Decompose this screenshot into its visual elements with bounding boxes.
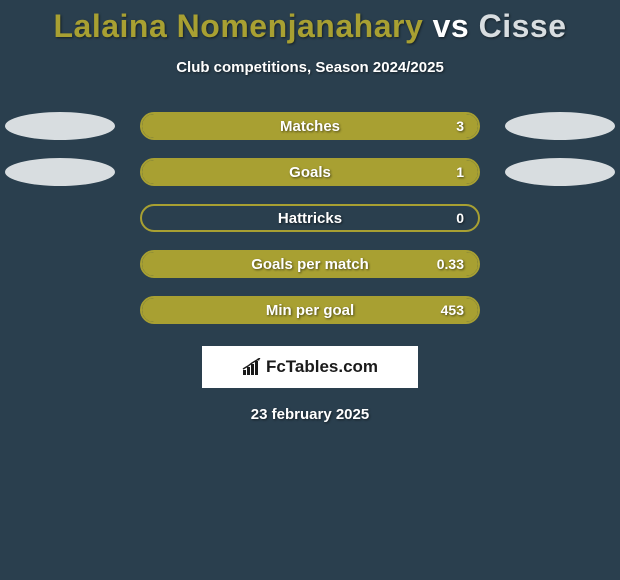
stat-row: Matches3 — [0, 112, 620, 140]
date: 23 february 2025 — [0, 406, 620, 423]
stat-value: 3 — [456, 114, 464, 138]
stat-label: Goals per match — [142, 252, 478, 276]
title-player1: Lalaina Nomenjanahary — [54, 8, 424, 44]
stat-bar: Matches3 — [140, 112, 480, 140]
stat-value: 453 — [441, 298, 464, 322]
stats-rows: Matches3Goals1Hattricks0Goals per match0… — [0, 112, 620, 324]
stat-row: Hattricks0 — [0, 204, 620, 232]
ellipse-left — [5, 158, 115, 186]
stat-value: 1 — [456, 160, 464, 184]
stat-value: 0.33 — [437, 252, 464, 276]
title-player2: Cisse — [479, 8, 567, 44]
stat-bar: Hattricks0 — [140, 204, 480, 232]
subtitle: Club competitions, Season 2024/2025 — [0, 59, 620, 76]
stat-label: Min per goal — [142, 298, 478, 322]
stat-label: Hattricks — [142, 206, 478, 230]
stat-bar: Goals1 — [140, 158, 480, 186]
brand-box: FcTables.com — [202, 346, 418, 388]
bars-growth-icon — [242, 358, 262, 376]
stat-row: Goals per match0.33 — [0, 250, 620, 278]
ellipse-right — [505, 158, 615, 186]
ellipse-left — [5, 112, 115, 140]
stat-label: Goals — [142, 160, 478, 184]
title-vs: vs — [433, 8, 470, 44]
ellipse-right — [505, 112, 615, 140]
stat-bar: Goals per match0.33 — [140, 250, 480, 278]
brand-text: FcTables.com — [266, 357, 378, 377]
stat-row: Min per goal453 — [0, 296, 620, 324]
stat-label: Matches — [142, 114, 478, 138]
title: Lalaina Nomenjanahary vs Cisse — [0, 8, 620, 45]
stat-value: 0 — [456, 206, 464, 230]
comparison-card: Lalaina Nomenjanahary vs Cisse Club comp… — [0, 0, 620, 423]
stat-row: Goals1 — [0, 158, 620, 186]
stat-bar: Min per goal453 — [140, 296, 480, 324]
